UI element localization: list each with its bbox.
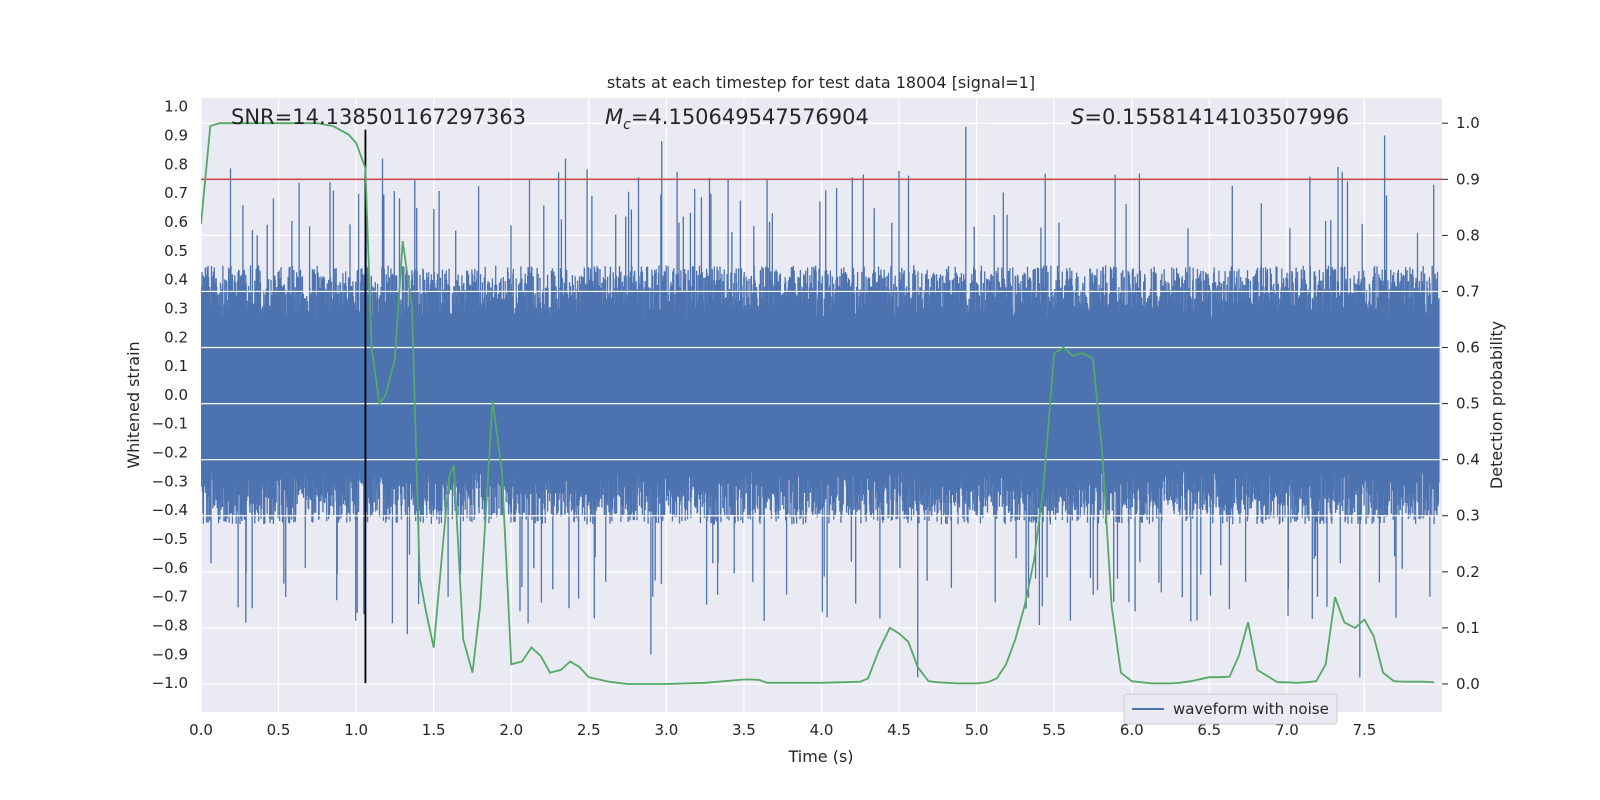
s-annotation: S=0.15581414103507996 [1071, 105, 1349, 129]
y-tick-label-right: 0.3 [1456, 507, 1480, 525]
y-tick-label-left: −0.5 [152, 530, 188, 548]
y-tick-label-left: −0.8 [152, 617, 188, 635]
x-tick-label: 1.5 [422, 721, 446, 739]
y-tick-label-right: 0.6 [1456, 339, 1480, 357]
x-tick-label: 6.0 [1120, 721, 1144, 739]
snr-annotation: SNR=14.138501167297363 [231, 105, 526, 129]
x-tick-label: 2.0 [499, 721, 523, 739]
y-tick-label-right: 0.7 [1456, 282, 1480, 300]
y-tick-label-right: 0.9 [1456, 170, 1480, 188]
x-axis-label: Time (s) [787, 747, 853, 766]
x-axis-ticks: 0.0 0.5 1.0 1.5 2.0 2.5 3.0 3.5 4.0 4.5 5.0 5.5 6.0 6… [189, 721, 1376, 739]
y-axis-left-ticks: 1.0 0.9 0.8 0.7 0.6 0.5 0.4 0.3 0.2 0.1 0.0 −0.1 −0.… [152, 98, 188, 693]
y-tick-label-right: 0.5 [1456, 395, 1480, 413]
x-tick-label: 7.5 [1353, 721, 1377, 739]
legend: waveform with noise [1123, 693, 1338, 725]
y-tick-label-left: 0.0 [164, 386, 188, 404]
y-tick-label-left: 0.7 [164, 184, 188, 202]
y-tick-label-left: −0.4 [152, 501, 188, 519]
y-tick-label-left: −0.1 [152, 415, 188, 433]
chirp-mass-subscript: c [623, 117, 631, 133]
chirp-mass-annotation: Mc=4.150649547576904 [605, 105, 869, 133]
overlays [201, 122, 1442, 685]
y-tick-label-left: 0.8 [164, 155, 188, 173]
x-tick-label: 3.5 [732, 721, 756, 739]
y-tick-label-left: −1.0 [152, 674, 188, 692]
x-tick-label: 4.0 [810, 721, 834, 739]
s-value: =0.15581414103507996 [1084, 105, 1349, 129]
x-tick-label: 5.0 [965, 721, 989, 739]
x-tick-label: 1.0 [344, 721, 368, 739]
waveform-series [201, 126, 1440, 678]
y-tick-label-left: −0.3 [152, 472, 188, 490]
x-tick-label: 5.5 [1042, 721, 1066, 739]
y-tick-label-left: 0.6 [164, 213, 188, 231]
y-tick-label-left: −0.6 [152, 559, 188, 577]
y-tick-label-left: 0.2 [164, 328, 188, 346]
chart-title: stats at each timestep for test data 180… [607, 73, 1035, 92]
y-tick-label-left: −0.7 [152, 588, 188, 606]
y-axis-right-label: Detection probability [1487, 321, 1506, 489]
y-tick-label-left: −0.9 [152, 645, 188, 663]
x-tick-label: 3.0 [654, 721, 678, 739]
y-tick-label-left: 0.9 [164, 126, 188, 144]
legend-label: waveform with noise [1173, 700, 1329, 718]
y-tick-label-right: 0.2 [1456, 563, 1480, 581]
x-tick-label: 0.0 [189, 721, 213, 739]
chirp-mass-value: =4.150649547576904 [631, 105, 869, 129]
x-tick-label: 0.5 [267, 721, 291, 739]
y-tick-label-left: 0.1 [164, 357, 188, 375]
x-tick-label: 7.0 [1275, 721, 1299, 739]
y-tick-label-left: −0.2 [152, 444, 188, 462]
y-tick-label-left: 1.0 [164, 98, 188, 116]
s-symbol: S [1071, 105, 1084, 129]
y-tick-label-right: 0.1 [1456, 619, 1480, 637]
y-axis-right-ticks: 1.0 0.9 0.8 0.7 0.6 0.5 0.4 0.3 0.2 0.1 0.0 [1442, 114, 1480, 693]
legend-box [1123, 693, 1338, 725]
x-tick-label: 2.5 [577, 721, 601, 739]
y-tick-label-right: 0.4 [1456, 451, 1480, 469]
y-tick-label-left: 0.3 [164, 299, 188, 317]
x-tick-label: 4.5 [887, 721, 911, 739]
waveform-band [201, 319, 1439, 470]
y-tick-label-right: 1.0 [1456, 114, 1480, 132]
probability-line [201, 122, 1435, 685]
y-tick-label-left: 0.5 [164, 242, 188, 260]
y-tick-label-right: 0.0 [1456, 675, 1480, 693]
chirp-mass-symbol: M [605, 105, 623, 129]
y-tick-label-left: 0.4 [164, 271, 188, 289]
y-axis-left-label: Whitened strain [124, 341, 143, 468]
x-tick-label: 6.5 [1197, 721, 1221, 739]
y-tick-label-right: 0.8 [1456, 226, 1480, 244]
